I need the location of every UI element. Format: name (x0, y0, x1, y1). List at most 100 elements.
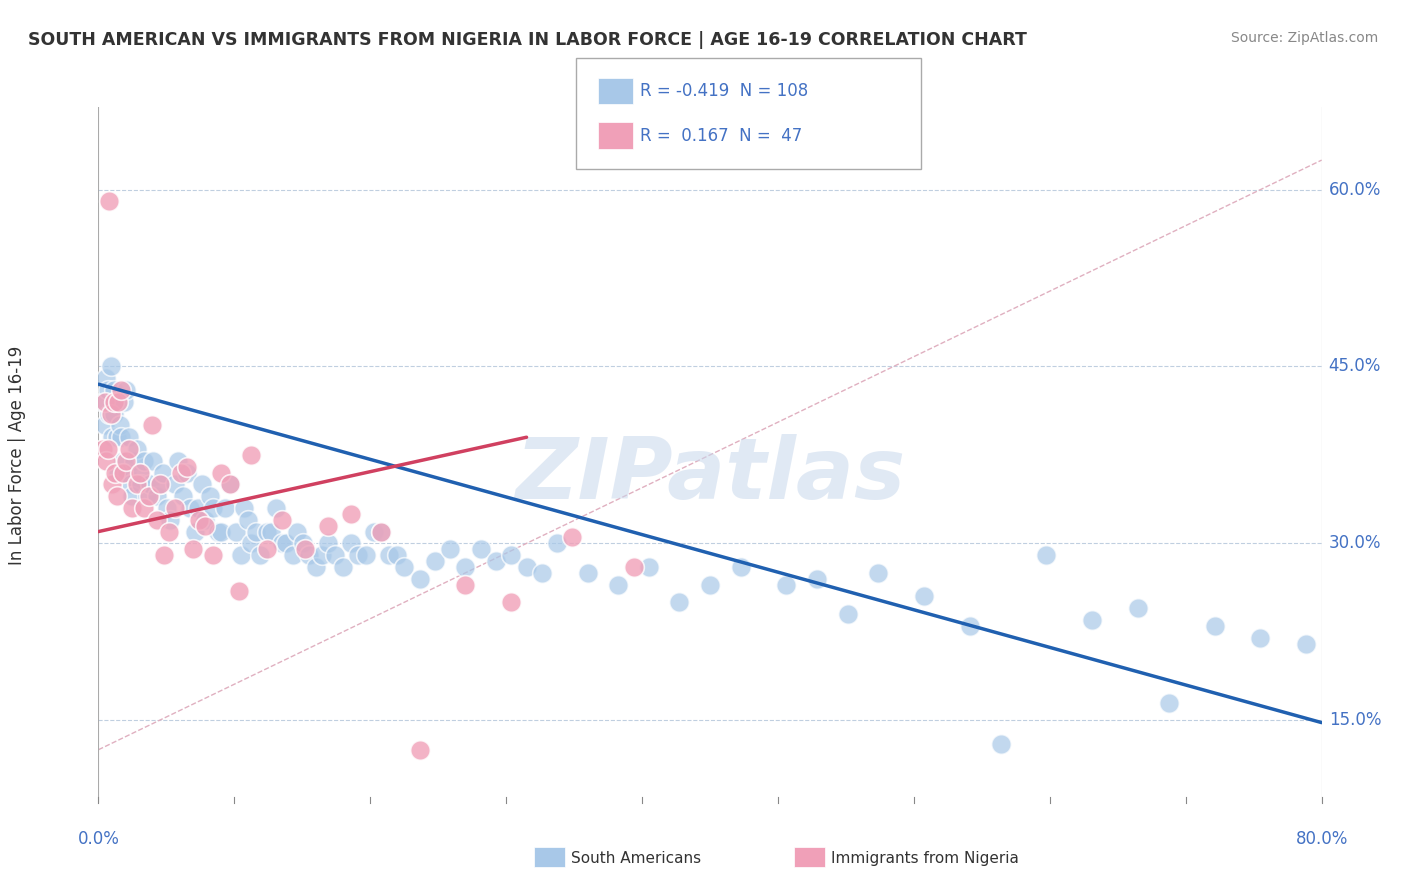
Point (111, 454, 134, 468)
Point (139, 477, 162, 491)
Text: 80.0%: 80.0% (1295, 830, 1348, 847)
Point (112, 395, 135, 409)
Point (93, 395, 115, 409)
Point (1204, 619, 1226, 633)
Point (256, 524, 278, 539)
Point (699, 577, 721, 591)
Point (202, 500, 225, 515)
Text: 0.0%: 0.0% (77, 830, 120, 847)
Point (153, 548, 176, 562)
Point (125, 477, 148, 491)
Point (576, 566, 599, 580)
Point (294, 542, 316, 557)
Text: R =  0.167  N =  47: R = 0.167 N = 47 (640, 127, 801, 145)
Point (959, 619, 981, 633)
Text: SOUTH AMERICAN VS IMMIGRANTS FROM NIGERIA IN LABOR FORCE | AGE 16-19 CORRELATION: SOUTH AMERICAN VS IMMIGRANTS FROM NIGERI… (28, 31, 1026, 49)
Point (668, 595, 690, 609)
Point (240, 536, 263, 550)
Point (240, 448, 263, 462)
Point (136, 489, 159, 503)
Point (530, 566, 553, 580)
Point (1249, 631, 1271, 645)
Point (134, 454, 156, 468)
Point (219, 477, 242, 491)
Text: In Labor Force | Age 16-19: In Labor Force | Age 16-19 (8, 345, 25, 565)
Point (170, 466, 193, 480)
Point (637, 560, 661, 574)
Point (103, 407, 125, 421)
Point (260, 524, 283, 539)
Point (439, 542, 461, 557)
Point (103, 383, 125, 397)
Point (122, 454, 145, 468)
Point (159, 513, 181, 527)
Point (115, 383, 138, 397)
Point (561, 531, 583, 545)
Point (179, 500, 201, 515)
Point (172, 489, 194, 503)
Point (607, 577, 630, 591)
Text: ZIPatlas: ZIPatlas (515, 434, 905, 517)
Point (219, 477, 242, 491)
Point (107, 466, 129, 480)
Point (103, 395, 125, 409)
Point (304, 560, 326, 574)
Point (176, 466, 198, 480)
Point (94, 454, 117, 468)
Point (134, 500, 156, 515)
Point (347, 548, 370, 562)
Point (1081, 613, 1104, 627)
Point (408, 743, 430, 757)
Point (270, 513, 292, 527)
Point (370, 524, 392, 539)
Point (142, 454, 165, 468)
Point (111, 466, 134, 480)
Point (311, 548, 333, 562)
Point (209, 466, 232, 480)
Text: 30.0%: 30.0% (1329, 534, 1381, 552)
Point (232, 500, 254, 515)
Point (229, 548, 252, 562)
Point (129, 477, 152, 491)
Point (98, 407, 121, 421)
Point (209, 524, 232, 539)
Point (325, 548, 347, 562)
Point (118, 430, 141, 444)
Text: Source: ZipAtlas.com: Source: ZipAtlas.com (1230, 31, 1378, 45)
Point (91, 395, 114, 409)
Point (990, 737, 1012, 751)
Point (454, 560, 477, 574)
Point (408, 572, 430, 586)
Point (188, 513, 211, 527)
Point (105, 430, 128, 444)
Text: 45.0%: 45.0% (1329, 358, 1381, 376)
Point (385, 548, 408, 562)
Point (392, 560, 416, 574)
Point (100, 359, 122, 374)
Point (101, 477, 124, 491)
Point (485, 554, 508, 568)
Point (101, 430, 124, 444)
Point (370, 524, 392, 539)
Point (423, 554, 446, 568)
Point (115, 454, 138, 468)
Point (110, 430, 132, 444)
Point (163, 500, 186, 515)
Point (316, 518, 339, 533)
Point (107, 395, 129, 409)
Point (149, 477, 172, 491)
Point (207, 524, 229, 539)
Point (225, 524, 247, 539)
Text: R = -0.419  N = 108: R = -0.419 N = 108 (640, 82, 808, 100)
Point (270, 536, 292, 550)
Point (128, 466, 150, 480)
Point (100, 407, 122, 421)
Point (339, 536, 361, 550)
Point (228, 583, 250, 598)
Point (125, 442, 148, 456)
Point (501, 595, 523, 609)
Point (378, 548, 401, 562)
Point (157, 524, 180, 539)
Text: 15.0%: 15.0% (1329, 711, 1381, 730)
Point (117, 466, 139, 480)
